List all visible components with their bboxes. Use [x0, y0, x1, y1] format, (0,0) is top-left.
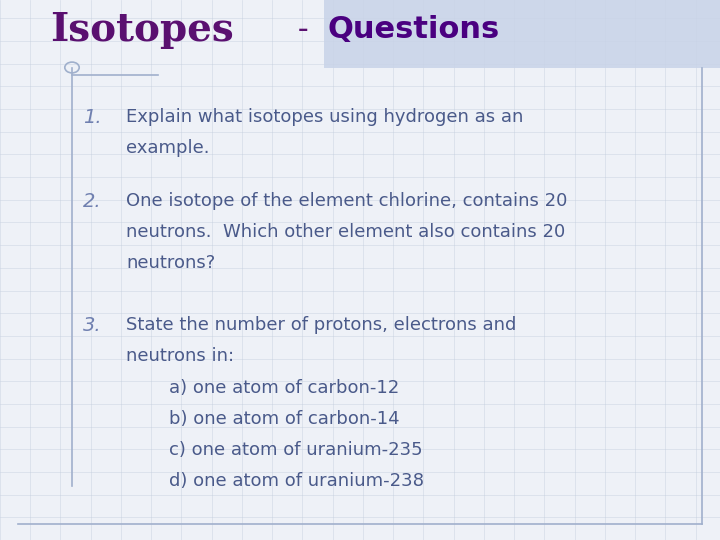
Text: neutrons in:: neutrons in: [126, 347, 234, 365]
Bar [324, 0, 720, 68]
Text: d) one atom of uranium-238: d) one atom of uranium-238 [169, 472, 424, 490]
Text: neutrons?: neutrons? [126, 254, 215, 272]
Text: Isotopes: Isotopes [50, 11, 234, 49]
Text: One isotope of the element chlorine, contains 20: One isotope of the element chlorine, con… [126, 192, 567, 210]
Text: Explain what isotopes using hydrogen as an: Explain what isotopes using hydrogen as … [126, 108, 523, 126]
Text: example.: example. [126, 139, 210, 157]
Text: State the number of protons, electrons and: State the number of protons, electrons a… [126, 316, 516, 334]
Text: b) one atom of carbon-14: b) one atom of carbon-14 [169, 410, 400, 428]
Text: 3.: 3. [83, 316, 102, 335]
Text: Questions: Questions [328, 15, 500, 44]
Text: a) one atom of carbon-12: a) one atom of carbon-12 [169, 379, 400, 396]
Text: 1.: 1. [83, 108, 102, 127]
Text: c) one atom of uranium-235: c) one atom of uranium-235 [169, 441, 423, 459]
Text: neutrons.  Which other element also contains 20: neutrons. Which other element also conta… [126, 223, 565, 241]
Text: -: - [288, 15, 318, 44]
Text: 2.: 2. [83, 192, 102, 211]
